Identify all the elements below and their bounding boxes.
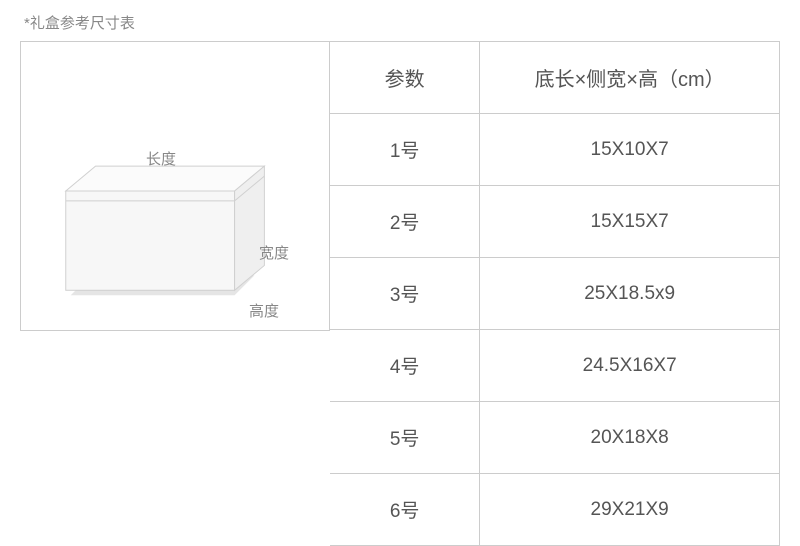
- cell-param: 3号: [330, 258, 480, 330]
- cell-param: 6号: [330, 474, 480, 546]
- table-header-row: 参数 底长×侧宽×高（cm）: [330, 42, 780, 114]
- cell-dims: 20X18X8: [480, 402, 780, 474]
- header-dims: 底长×侧宽×高（cm）: [480, 42, 780, 114]
- content-row: 长度 宽度 高度 参数 底长×侧宽×高（cm） 1号 15X10X7 2号 15…: [20, 41, 780, 546]
- table-row: 4号 24.5X16X7: [330, 330, 780, 402]
- table-row: 1号 15X10X7: [330, 114, 780, 186]
- diagram-cell: 长度 宽度 高度: [20, 41, 330, 331]
- cell-param: 4号: [330, 330, 480, 402]
- cell-dims: 15X15X7: [480, 186, 780, 258]
- cell-dims: 24.5X16X7: [480, 330, 780, 402]
- length-label: 长度: [146, 148, 176, 169]
- table-row: 3号 25X18.5x9: [330, 258, 780, 330]
- width-label: 宽度: [259, 242, 289, 263]
- table-row: 6号 29X21X9: [330, 474, 780, 546]
- cell-dims: 29X21X9: [480, 474, 780, 546]
- table-row: 2号 15X15X7: [330, 186, 780, 258]
- cell-dims: 15X10X7: [480, 114, 780, 186]
- header-param: 参数: [330, 42, 480, 114]
- table-title: *礼盒参考尺寸表: [24, 12, 780, 33]
- cell-param: 2号: [330, 186, 480, 258]
- cell-param: 5号: [330, 402, 480, 474]
- box-diagram: [21, 42, 329, 330]
- cell-dims: 25X18.5x9: [480, 258, 780, 330]
- size-table: 参数 底长×侧宽×高（cm） 1号 15X10X7 2号 15X15X7 3号 …: [330, 41, 780, 546]
- cell-param: 1号: [330, 114, 480, 186]
- table-row: 5号 20X18X8: [330, 402, 780, 474]
- height-label: 高度: [249, 300, 279, 321]
